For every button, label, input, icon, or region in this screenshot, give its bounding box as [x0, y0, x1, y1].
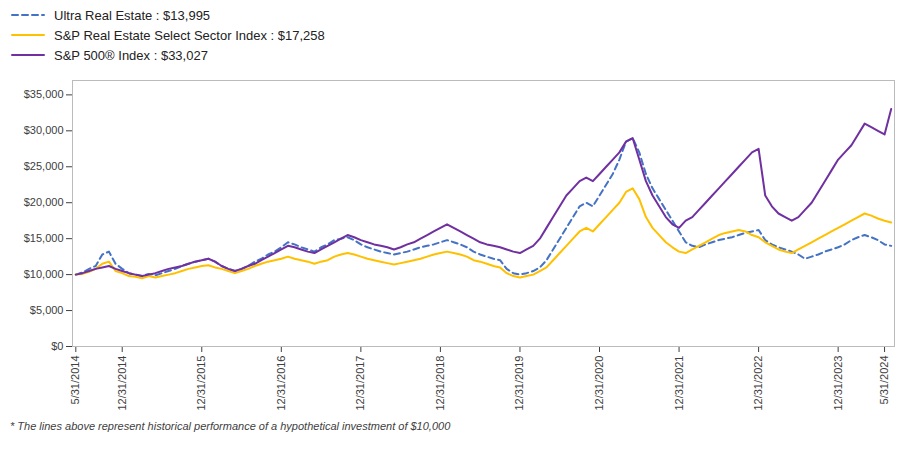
- svg-text:12/31/2021: 12/31/2021: [673, 356, 685, 411]
- svg-text:$30,000: $30,000: [24, 124, 64, 136]
- svg-text:12/31/2019: 12/31/2019: [513, 356, 525, 411]
- html-text:S&P 500® Index : $33,027: S&P 500® Index : $33,027: [54, 47, 208, 63]
- svg-text:12/31/2016: 12/31/2016: [275, 356, 287, 411]
- svg-text:12/31/2018: 12/31/2018: [434, 356, 446, 411]
- svg-text:12/31/2022: 12/31/2022: [752, 356, 764, 411]
- svg-text:$35,000: $35,000: [24, 88, 64, 100]
- svg-text:5/31/2024: 5/31/2024: [878, 356, 890, 405]
- svg-text:$25,000: $25,000: [24, 160, 64, 172]
- svg-text:12/31/2015: 12/31/2015: [195, 356, 207, 411]
- svg-text:$20,000: $20,000: [24, 196, 64, 208]
- html-text:* The lines above represent hi: * The lines above represent historical p…: [10, 420, 451, 432]
- svg-text:$0: $0: [51, 340, 63, 352]
- svg-text:12/31/2023: 12/31/2023: [832, 356, 844, 411]
- svg-text:$10,000: $10,000: [24, 268, 64, 280]
- html-text:Ultra Real Estate : $13,995: Ultra Real Estate : $13,995: [54, 7, 211, 23]
- svg-text:12/31/2017: 12/31/2017: [354, 356, 366, 411]
- html-text:S&P Real Estate Select Sector: S&P Real Estate Select Sector Index : $1…: [54, 27, 325, 43]
- svg-text:$15,000: $15,000: [24, 232, 64, 244]
- svg-text:12/31/2014: 12/31/2014: [116, 356, 128, 411]
- svg-text:5/31/2014: 5/31/2014: [69, 356, 81, 405]
- svg-text:$5,000: $5,000: [30, 304, 64, 316]
- svg-text:12/31/2020: 12/31/2020: [593, 356, 605, 411]
